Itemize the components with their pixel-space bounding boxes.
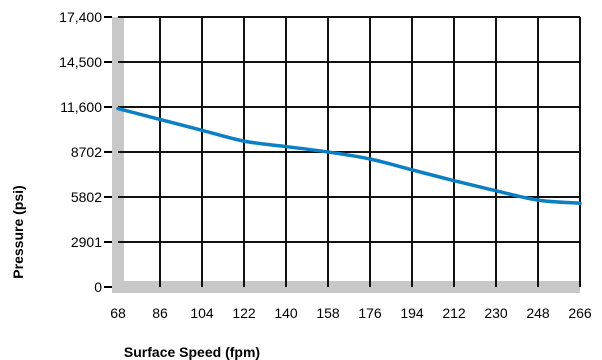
x-tick-label: 86 — [152, 305, 168, 321]
x-tick-label: 248 — [526, 305, 550, 321]
x-tick-label: 68 — [110, 305, 126, 321]
axis-bands — [112, 17, 580, 293]
y-axis-band — [112, 17, 124, 293]
y-axis-title: Pressure (psi) — [10, 185, 26, 278]
x-tick-label: 158 — [316, 305, 340, 321]
x-tick-label: 104 — [190, 305, 214, 321]
x-tick-labels: 68 86 104 122 140 158 176 194 212 230 248 266 — [110, 305, 592, 321]
pressure-line — [116, 106, 582, 205]
x-tick-label: 212 — [442, 305, 466, 321]
x-tick-label: 194 — [400, 305, 424, 321]
y-tick-label: 5802 — [71, 189, 102, 205]
x-tick-label: 266 — [568, 305, 592, 321]
y-tick-label: 17,400 — [59, 9, 102, 25]
x-tick-label: 140 — [274, 305, 298, 321]
data-series — [116, 106, 582, 205]
y-tick-label: 0 — [94, 279, 102, 295]
x-axis-band — [112, 281, 580, 293]
x-axis-title: Surface Speed (fpm) — [124, 344, 260, 360]
x-tick-label: 176 — [358, 305, 382, 321]
y-tick-labels: 0 2901 5802 8702 11,600 14,500 17,400 — [59, 9, 102, 295]
y-tick-label: 2901 — [71, 234, 102, 250]
y-tick-label: 14,500 — [59, 54, 102, 70]
x-tick-label: 122 — [232, 305, 256, 321]
y-tick-label: 8702 — [71, 144, 102, 160]
grid-lines — [104, 16, 581, 288]
x-tick-label: 230 — [484, 305, 508, 321]
y-tick-label: 11,600 — [60, 99, 102, 115]
